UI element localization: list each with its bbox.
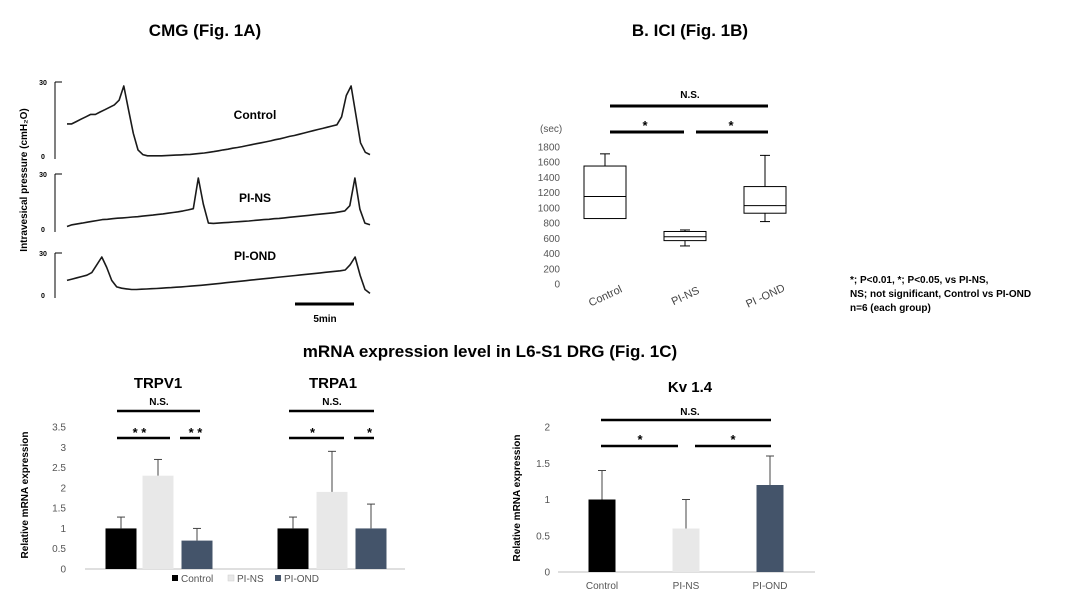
- kv-ylabel: Relative mRNA expression: [512, 435, 523, 562]
- ici-sig-label-right: *: [728, 118, 734, 133]
- trp-sig-label-left: *: [310, 425, 316, 440]
- trp-bar: [355, 528, 387, 569]
- ici-note-1: *; P<0.01, *; P<0.05, vs PI-NS,: [850, 275, 989, 286]
- trp-legend-label: Control: [181, 574, 213, 585]
- trp-legend-swatch: [275, 575, 281, 581]
- kv-category-label: PI-NS: [673, 581, 700, 592]
- ici-box: [663, 230, 707, 242]
- trp-chart: 0 0.5 1 1.5 2 2.5 3 3.5 TRPV1 N.S. * * * * TRPA1 N.S.…: [52, 375, 405, 585]
- ici-ytick-label: 1600: [538, 158, 561, 169]
- kv-category-label: Control: [586, 581, 618, 592]
- cmg-panel: CMG (Fig. 1A) Intravesical pressure (cmH…: [19, 21, 371, 325]
- ici-ylabel: (sec): [540, 124, 562, 135]
- kv-sig-label-ns: N.S.: [680, 407, 700, 418]
- ici-category-label: PI -OND: [744, 282, 787, 310]
- trp-bar: [181, 540, 213, 569]
- cmg-series-label: Control: [234, 108, 277, 122]
- ici-ytick-label: 0: [554, 280, 560, 291]
- trp-legend-label: PI-NS: [237, 574, 264, 585]
- ici-ytick-label: 200: [543, 264, 560, 275]
- cmg-ymin-label: 0: [41, 293, 45, 300]
- cmg-trace-2: [66, 256, 371, 295]
- ici-ytick-label: 400: [543, 249, 560, 260]
- trp-bar: [142, 475, 174, 569]
- ici-sig-label-left: *: [642, 118, 648, 133]
- ici-ytick-label: 1800: [538, 143, 561, 154]
- trp-sig-label-ns: N.S.: [149, 397, 169, 408]
- kv-ytick-label: 2: [544, 423, 550, 434]
- trp-ytick-label: 1.5: [52, 504, 66, 515]
- ici-box: [583, 165, 627, 220]
- mrna-title: mRNA expression level in L6-S1 DRG (Fig.…: [303, 342, 677, 361]
- trp-ytick-label: 2.5: [52, 463, 66, 474]
- ici-note-3: n=6 (each group): [850, 303, 931, 314]
- trp-legend-label: PI-OND: [284, 574, 319, 585]
- trp-sig-label-left: * *: [133, 425, 148, 440]
- kv-category-label: PI-OND: [753, 581, 788, 592]
- ici-category-label: Control: [587, 284, 624, 310]
- kv-bar: [588, 499, 616, 572]
- trp-bar: [316, 491, 348, 569]
- cmg-traces: 30 0 Control 30 0 PI-NS 30 0 PI-OND: [39, 80, 371, 300]
- ici-note-2: NS; not significant, Control vs PI-OND: [850, 289, 1031, 300]
- trp-ytick-label: 2: [60, 483, 66, 494]
- cmg-ymax-label: 30: [39, 172, 47, 179]
- kv-ytick-label: 0: [544, 568, 550, 579]
- trp-bar: [105, 528, 137, 569]
- kv-panel: Kv 1.4 Relative mRNA expression 0 0.5 1 1.5…: [512, 379, 815, 592]
- trp-ytick-label: 1: [60, 524, 66, 535]
- trp-ytick-label: 3: [60, 443, 66, 454]
- cmg-scale-label: 5min: [313, 314, 336, 325]
- trp-sig-label-right: *: [367, 425, 373, 440]
- kv-sig-label-left: *: [637, 432, 643, 447]
- trp-legend-swatch: [227, 574, 235, 582]
- ici-category-label: PI-NS: [670, 285, 702, 308]
- trp-ytick-label: 0: [60, 565, 66, 576]
- trp-panel: Relative mRNA expression 0 0.5 1 1.5 2 2.5 3 3.…: [20, 375, 405, 585]
- cmg-trace-1: [66, 177, 371, 228]
- kv-ytick-label: 0.5: [536, 531, 550, 542]
- trp-ytick-label: 3.5: [52, 423, 66, 434]
- ici-sig-label-ns: N.S.: [680, 90, 700, 101]
- ici-ytick-label: 1000: [538, 203, 561, 214]
- trp-group-title: TRPV1: [134, 375, 182, 392]
- cmg-title: CMG (Fig. 1A): [149, 21, 261, 40]
- ici-ytick-label: 800: [543, 219, 560, 230]
- ici-panel: B. ICI (Fig. 1B) (sec) 0 200 400 600 800 1000…: [538, 21, 1031, 314]
- kv-bar: [672, 528, 700, 572]
- cmg-ylabel: Intravesical pressure (cmH₂O): [19, 108, 30, 251]
- trp-ylabel: Relative mRNA expression: [20, 432, 31, 559]
- ici-title: B. ICI (Fig. 1B): [632, 21, 748, 40]
- cmg-ymin-label: 0: [41, 154, 45, 161]
- trp-bar: [277, 528, 309, 569]
- kv-title: Kv 1.4: [668, 379, 713, 396]
- cmg-series-label: PI-OND: [234, 249, 276, 263]
- ici-ytick-label: 600: [543, 234, 560, 245]
- trp-ytick-label: 0.5: [52, 544, 66, 555]
- ici-ytick-label: 1200: [538, 188, 561, 199]
- cmg-ymax-label: 30: [39, 251, 47, 258]
- kv-bar: [756, 485, 784, 572]
- kv-ytick-label: 1.5: [536, 459, 550, 470]
- kv-chart: 0 0.5 1 1.5 2 Control PI-NS PI-OND N.S. * *: [536, 407, 815, 592]
- trp-legend-swatch: [172, 575, 178, 581]
- trp-group-title: TRPA1: [309, 375, 357, 392]
- ici-ytick-label: 1400: [538, 173, 561, 184]
- kv-ytick-label: 1: [544, 495, 550, 506]
- cmg-ymin-label: 0: [41, 227, 45, 234]
- ici-box: [743, 186, 787, 214]
- trp-sig-label-ns: N.S.: [322, 397, 342, 408]
- kv-sig-label-right: *: [730, 432, 736, 447]
- ici-chart: 0 200 400 600 800 1000 1200 1400 1600 1800 Control…: [538, 90, 787, 311]
- cmg-series-label: PI-NS: [239, 191, 271, 205]
- trp-sig-label-right: * *: [189, 425, 204, 440]
- cmg-trace-0: [67, 85, 371, 157]
- cmg-ymax-label: 30: [39, 80, 47, 87]
